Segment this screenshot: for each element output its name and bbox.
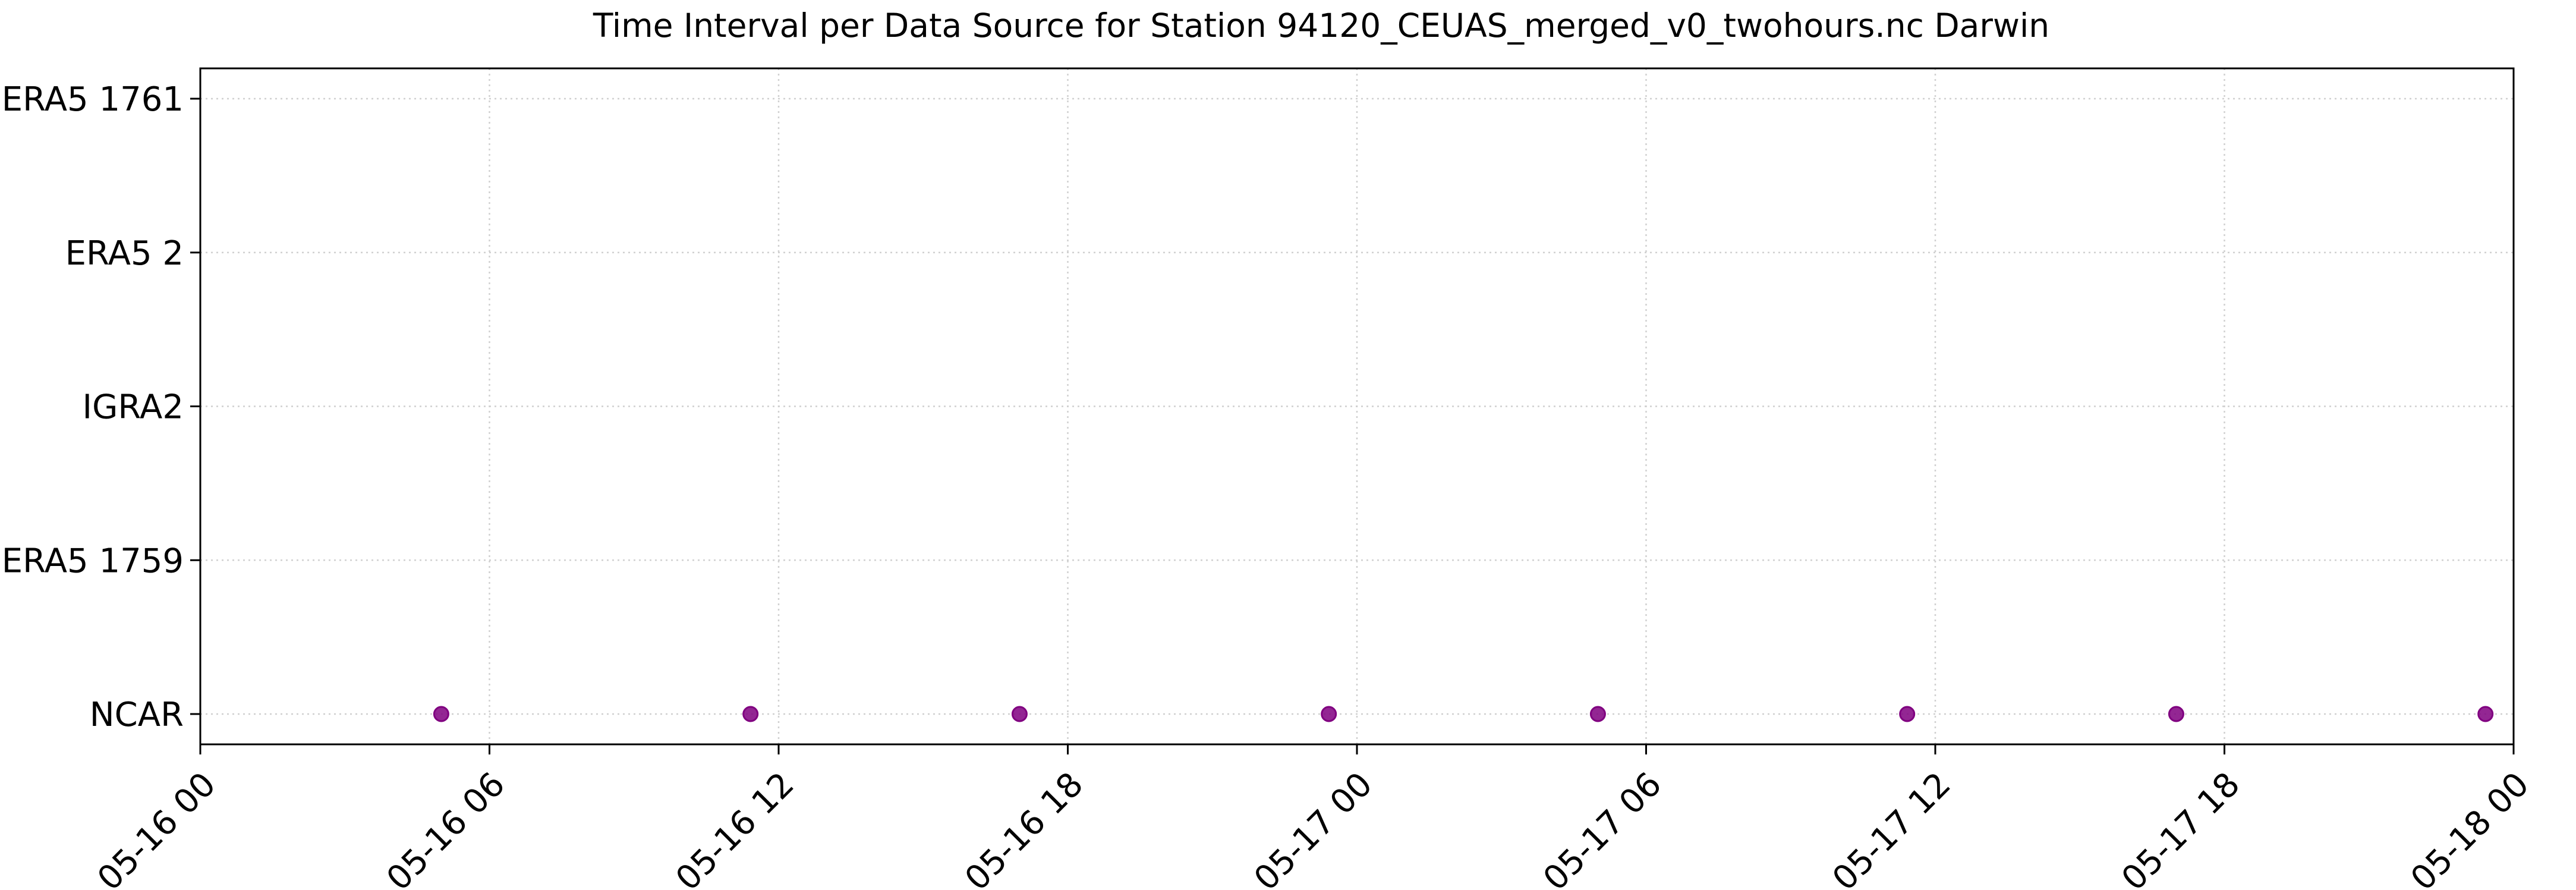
data-points bbox=[433, 706, 2494, 722]
data-point bbox=[1321, 706, 1337, 722]
data-point bbox=[1011, 706, 1028, 722]
y-tick-label: ERA5 1761 bbox=[2, 80, 184, 119]
y-tick-label: ERA5 2 bbox=[65, 234, 184, 273]
chart-title: Time Interval per Data Source for Statio… bbox=[593, 7, 2049, 45]
y-tick-label: IGRA2 bbox=[83, 388, 184, 427]
data-point bbox=[1589, 706, 1606, 722]
data-point bbox=[433, 706, 449, 722]
y-tick-label: ERA5 1759 bbox=[2, 542, 184, 580]
data-point bbox=[742, 706, 759, 722]
y-tick-label: NCAR bbox=[90, 696, 184, 734]
data-point bbox=[2168, 706, 2184, 722]
data-point bbox=[2477, 706, 2494, 722]
grid-lines bbox=[199, 68, 2515, 744]
plot-frame bbox=[199, 67, 2515, 746]
data-point bbox=[1899, 706, 1916, 722]
